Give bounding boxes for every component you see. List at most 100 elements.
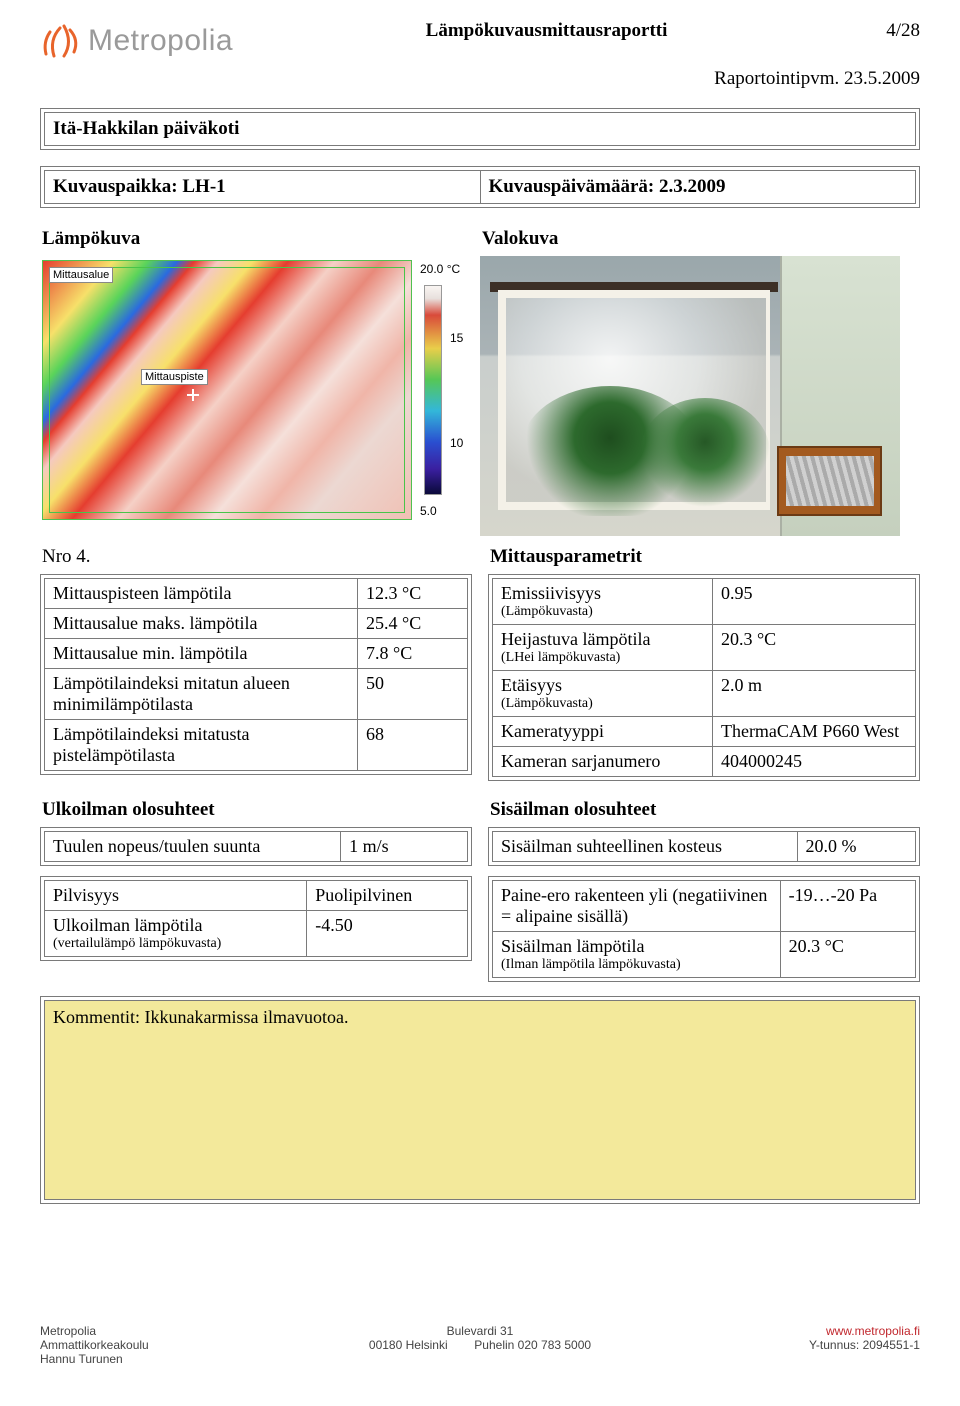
site-box: Itä-Hakkilan päiväkoti bbox=[40, 108, 920, 150]
reference-photo bbox=[480, 256, 900, 536]
thermal-area-label: Mittausalue bbox=[49, 267, 113, 283]
outdoor1-label: Tuulen nopeus/tuulen suunta bbox=[45, 832, 341, 862]
indoor2a-value: -19…-20 Pa bbox=[780, 881, 915, 932]
footer-c3: Puhelin 020 783 5000 bbox=[474, 1338, 591, 1352]
param-label: Kameran sarjanumero bbox=[493, 747, 713, 777]
measure-label: Mittausalue maks. lämpötila bbox=[45, 609, 358, 639]
logo-text: Metropolia bbox=[88, 24, 233, 58]
table-row: Heijastuva lämpötila(LHei lämpökuvasta)2… bbox=[493, 625, 916, 671]
param-label: Heijastuva lämpötila(LHei lämpökuvasta) bbox=[493, 625, 713, 671]
outdoor-box1: Tuulen nopeus/tuulen suunta1 m/s bbox=[40, 827, 472, 866]
outdoor2a-value: Puolipilvinen bbox=[307, 881, 468, 911]
measure-label: Mittauspisteen lämpötila bbox=[45, 579, 358, 609]
comments-box: Kommentit: Ikkunakarmissa ilmavuotoa. bbox=[40, 996, 920, 1204]
indoor2b-label: Sisäilman lämpötila(Ilman lämpötila lämp… bbox=[493, 932, 781, 978]
thermal-crosshair-icon bbox=[187, 389, 199, 401]
parameters-table: Emissiivisyys(Lämpökuvasta)0.95Heijastuv… bbox=[492, 578, 916, 777]
header-title: Lämpökuvausmittausraportti bbox=[245, 20, 848, 42]
left-table-box: Mittauspisteen lämpötila12.3 °CMittausal… bbox=[40, 574, 472, 775]
measure-label: Lämpötilaindeksi mitatusta pistelämpötil… bbox=[45, 720, 358, 771]
measure-value: 7.8 °C bbox=[358, 639, 468, 669]
footer-c2: 00180 Helsinki bbox=[369, 1338, 448, 1352]
footer-l1: Metropolia bbox=[40, 1324, 333, 1338]
table-row: Mittausalue min. lämpötila7.8 °C bbox=[45, 639, 468, 669]
colorbar-tick-top: 20.0 °C bbox=[420, 262, 466, 276]
location-date-box: Kuvauspaikka: LH-1 Kuvauspäivämäärä: 2.3… bbox=[40, 166, 920, 208]
page-number: 4/28 bbox=[860, 20, 920, 42]
thermal-image-block: Mittausalue Mittauspiste 20.0 °C 15 10 5… bbox=[40, 256, 480, 524]
outdoor2b-value: -4.50 bbox=[307, 911, 468, 957]
measure-label: Lämpötilaindeksi mitatun alueen minimilä… bbox=[45, 669, 358, 720]
thermal-heading: Lämpökuva bbox=[40, 224, 480, 256]
footer-left: Metropolia Ammattikorkeakoulu Hannu Turu… bbox=[40, 1324, 333, 1366]
param-value: 20.3 °C bbox=[712, 625, 915, 671]
outdoor2b-label: Ulkoilman lämpötila(vertailulämpö lämpök… bbox=[45, 911, 307, 957]
table-row: Sisäilman suhteellinen kosteus20.0 % bbox=[493, 832, 916, 862]
footer-c1: Bulevardi 31 bbox=[333, 1324, 626, 1338]
table-row: Tuulen nopeus/tuulen suunta1 m/s bbox=[45, 832, 468, 862]
photo-heading: Valokuva bbox=[480, 224, 920, 256]
table-row: Mittauspisteen lämpötila12.3 °C bbox=[45, 579, 468, 609]
measure-value: 25.4 °C bbox=[358, 609, 468, 639]
footer-l3: Hannu Turunen bbox=[40, 1352, 333, 1366]
outdoor-heading: Ulkoilman olosuhteet bbox=[40, 795, 472, 827]
footer-l2: Ammattikorkeakoulu bbox=[40, 1338, 333, 1352]
measure-value: 50 bbox=[358, 669, 468, 720]
page-footer: Metropolia Ammattikorkeakoulu Hannu Turu… bbox=[40, 1324, 920, 1366]
table-row: Etäisyys(Lämpökuvasta)2.0 m bbox=[493, 671, 916, 717]
param-label: Kameratyyppi bbox=[493, 717, 713, 747]
shoot-date-cell: Kuvauspäivämäärä: 2.3.2009 bbox=[480, 170, 917, 204]
right-table-box: Emissiivisyys(Lämpökuvasta)0.95Heijastuv… bbox=[488, 574, 920, 781]
nro-label: Nro 4. bbox=[40, 546, 472, 574]
indoor2a-label: Paine-ero rakenteen yli (negatiivinen = … bbox=[493, 881, 781, 932]
indoor1-value: 20.0 % bbox=[797, 832, 915, 862]
footer-center: Bulevardi 31 00180 Helsinki Puhelin 020 … bbox=[333, 1324, 626, 1366]
param-label: Etäisyys(Lämpökuvasta) bbox=[493, 671, 713, 717]
images-row: Lämpökuva Mittausalue Mittauspiste 20.0 … bbox=[40, 224, 920, 536]
table-row: KameratyyppiThermaCAM P660 West bbox=[493, 717, 916, 747]
logo: Metropolia bbox=[40, 20, 233, 62]
params-heading: Mittausparametrit bbox=[488, 546, 920, 574]
thermal-image: Mittausalue Mittauspiste bbox=[42, 260, 412, 520]
measure-value: 12.3 °C bbox=[358, 579, 468, 609]
logo-icon bbox=[40, 20, 82, 62]
param-value: ThermaCAM P660 West bbox=[712, 717, 915, 747]
report-header: Metropolia Lämpökuvausmittausraportti 4/… bbox=[40, 20, 920, 62]
measurement-table: Mittauspisteen lämpötila12.3 °CMittausal… bbox=[44, 578, 468, 771]
colorbar-tick-bottom: 5.0 bbox=[420, 504, 466, 518]
param-value: 2.0 m bbox=[712, 671, 915, 717]
table-row: Ulkoilman lämpötila(vertailulämpö lämpök… bbox=[45, 911, 468, 957]
colorbar-tick-2: 15 bbox=[450, 331, 463, 345]
table-row: PilvisyysPuolipilvinen bbox=[45, 881, 468, 911]
table-row: Sisäilman lämpötila(Ilman lämpötila lämp… bbox=[493, 932, 916, 978]
table-row: Paine-ero rakenteen yli (negatiivinen = … bbox=[493, 881, 916, 932]
table-row: Mittausalue maks. lämpötila25.4 °C bbox=[45, 609, 468, 639]
thermal-colorbar: 20.0 °C 15 10 5.0 bbox=[420, 260, 466, 520]
footer-r2: Y-tunnus: 2094551-1 bbox=[627, 1338, 920, 1352]
param-label: Emissiivisyys(Lämpökuvasta) bbox=[493, 579, 713, 625]
location-cell: Kuvauspaikka: LH-1 bbox=[44, 170, 480, 204]
measure-value: 68 bbox=[358, 720, 468, 771]
table-row: Kameran sarjanumero404000245 bbox=[493, 747, 916, 777]
outdoor-box2: PilvisyysPuolipilvinen Ulkoilman lämpöti… bbox=[40, 876, 472, 961]
report-date: Raportointipvm. 23.5.2009 bbox=[40, 68, 920, 90]
indoor2b-value: 20.3 °C bbox=[780, 932, 915, 978]
site-name: Itä-Hakkilan päiväkoti bbox=[44, 112, 916, 146]
colorbar-gradient bbox=[424, 285, 442, 495]
footer-link[interactable]: www.metropolia.fi bbox=[826, 1324, 920, 1338]
indoor1-label: Sisäilman suhteellinen kosteus bbox=[493, 832, 798, 862]
indoor-box1: Sisäilman suhteellinen kosteus20.0 % bbox=[488, 827, 920, 866]
indoor-heading: Sisäilman olosuhteet bbox=[488, 795, 920, 827]
colorbar-tick-3: 10 bbox=[450, 436, 463, 450]
table-row: Lämpötilaindeksi mitatusta pistelämpötil… bbox=[45, 720, 468, 771]
param-value: 404000245 bbox=[712, 747, 915, 777]
outdoor2a-label: Pilvisyys bbox=[45, 881, 307, 911]
indoor-box2: Paine-ero rakenteen yli (negatiivinen = … bbox=[488, 876, 920, 982]
footer-right: www.metropolia.fi Y-tunnus: 2094551-1 bbox=[627, 1324, 920, 1366]
outdoor1-value: 1 m/s bbox=[341, 832, 468, 862]
thermal-point-label: Mittauspiste bbox=[141, 369, 208, 385]
table-row: Lämpötilaindeksi mitatun alueen minimilä… bbox=[45, 669, 468, 720]
measure-label: Mittausalue min. lämpötila bbox=[45, 639, 358, 669]
param-value: 0.95 bbox=[712, 579, 915, 625]
table-row: Emissiivisyys(Lämpökuvasta)0.95 bbox=[493, 579, 916, 625]
